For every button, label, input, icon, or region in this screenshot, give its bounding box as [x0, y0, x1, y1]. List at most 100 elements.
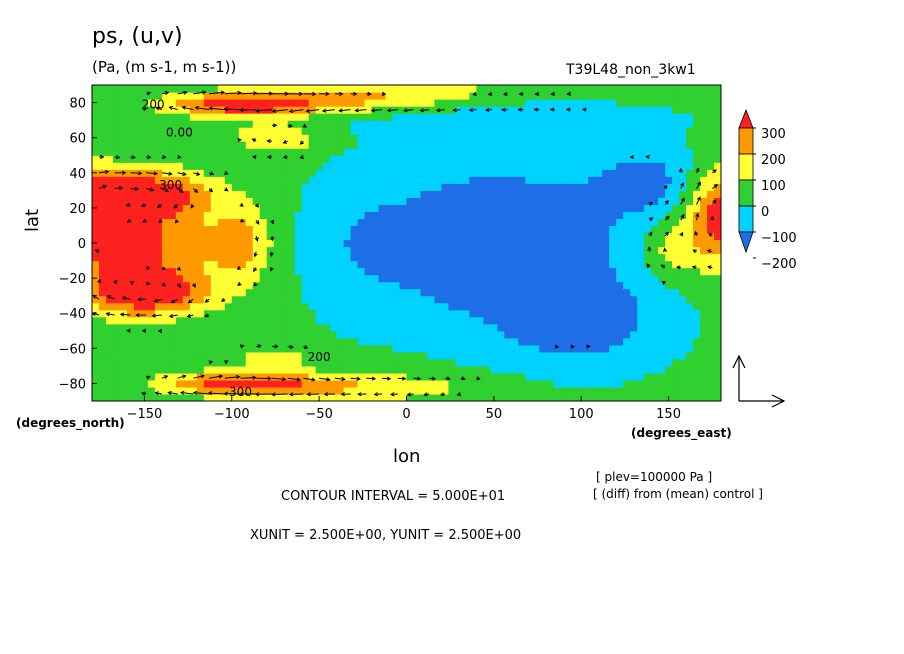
heatmap-cell	[154, 267, 163, 276]
wind-vector-head	[141, 328, 147, 333]
heatmap-cell	[161, 358, 170, 367]
heatmap-cell	[126, 386, 135, 395]
heatmap-cell	[336, 386, 345, 395]
heatmap-cell	[462, 190, 470, 198]
heatmap-cell	[126, 302, 135, 311]
heatmap-cell	[112, 344, 121, 353]
heatmap-cell	[714, 302, 721, 311]
heatmap-cell	[707, 316, 715, 325]
heatmap-cell	[385, 288, 394, 297]
heatmap-cell	[147, 106, 156, 114]
heatmap-cell	[168, 218, 177, 227]
x-axis-unit: (degrees_east)	[631, 426, 732, 440]
heatmap-cell	[92, 295, 100, 304]
heatmap-cell	[679, 148, 687, 156]
heatmap-cell	[273, 302, 282, 311]
heatmap-cell	[560, 148, 568, 156]
heatmap-cell	[182, 281, 191, 290]
heatmap-cell	[574, 393, 582, 401]
heatmap-cell	[92, 92, 100, 100]
heatmap-cell	[280, 169, 289, 177]
heatmap-cell	[308, 197, 317, 205]
heatmap-cell	[504, 309, 512, 318]
heatmap-cell	[371, 379, 380, 388]
heatmap-cell	[189, 337, 198, 346]
heatmap-cell	[119, 316, 128, 325]
heatmap-cell	[637, 239, 645, 248]
heatmap-cell	[266, 155, 275, 163]
heatmap-cell	[483, 197, 491, 205]
heatmap-cell	[392, 309, 401, 318]
heatmap-cell	[294, 246, 303, 255]
heatmap-cell	[651, 211, 659, 220]
wind-vector-head	[255, 220, 260, 225]
heatmap-cell	[609, 316, 617, 325]
heatmap-cell	[665, 204, 673, 212]
heatmap-cell	[476, 302, 484, 311]
wind-vector	[240, 109, 257, 111]
heatmap-cell	[168, 386, 177, 395]
heatmap-cell	[98, 197, 107, 205]
heatmap-cell	[224, 176, 233, 184]
heatmap-cell	[378, 323, 387, 332]
heatmap-cell	[441, 85, 450, 93]
heatmap-cell	[329, 190, 338, 198]
wind-vector	[169, 314, 178, 317]
heatmap-cell	[413, 211, 422, 220]
heatmap-cell	[665, 127, 673, 135]
heatmap-cell	[273, 155, 282, 163]
heatmap-cell	[161, 183, 170, 191]
heatmap-cell	[252, 106, 261, 114]
heatmap-cell	[623, 127, 631, 135]
heatmap-cell	[294, 197, 303, 205]
heatmap-cell	[469, 232, 477, 241]
heatmap-cell	[196, 204, 205, 212]
heatmap-cell	[630, 337, 638, 346]
heatmap-cell	[203, 260, 212, 269]
heatmap-cell	[441, 225, 450, 234]
heatmap-cell	[385, 155, 394, 163]
heatmap-cell	[462, 92, 470, 100]
heatmap-cell	[609, 239, 617, 248]
heatmap-cell	[686, 183, 694, 191]
y-tick-label: 40	[69, 167, 86, 182]
heatmap-cell	[707, 190, 715, 198]
heatmap-cell	[392, 85, 401, 93]
heatmap-cell	[462, 85, 470, 93]
heatmap-cell	[686, 162, 694, 170]
heatmap-cell	[490, 148, 498, 156]
heatmap-cell	[700, 288, 708, 297]
heatmap-cell	[322, 351, 331, 360]
heatmap-cell	[210, 365, 219, 374]
wind-vector	[350, 377, 360, 380]
heatmap-cell	[252, 337, 261, 346]
heatmap-cell	[546, 176, 554, 184]
heatmap-cell	[406, 393, 415, 401]
heatmap-cell	[175, 309, 184, 318]
heatmap-cell	[560, 190, 568, 198]
heatmap-cell	[637, 92, 645, 100]
heatmap-cell	[630, 365, 638, 374]
heatmap-cell	[168, 379, 177, 388]
heatmap-cell	[483, 211, 491, 220]
heatmap-cell	[567, 260, 575, 269]
heatmap-cell	[217, 365, 226, 374]
heatmap-cell	[189, 183, 198, 191]
heatmap-cell	[546, 260, 554, 269]
heatmap-cell	[175, 330, 184, 339]
heatmap-cell	[623, 379, 631, 388]
heatmap-cell	[385, 211, 394, 220]
heatmap-cell	[567, 337, 575, 346]
heatmap-cell	[651, 85, 659, 93]
heatmap-cell	[280, 183, 289, 191]
colorbar-segment	[738, 205, 754, 233]
wind-vector-head	[662, 247, 668, 252]
heatmap-cell	[301, 274, 310, 283]
heatmap-cell	[539, 267, 547, 276]
heatmap-cell	[154, 260, 163, 269]
heatmap-cell	[686, 232, 694, 241]
heatmap-cell	[455, 99, 464, 107]
heatmap-cell	[609, 295, 617, 304]
heatmap-cell	[693, 204, 701, 212]
wind-vector-head	[710, 215, 715, 220]
